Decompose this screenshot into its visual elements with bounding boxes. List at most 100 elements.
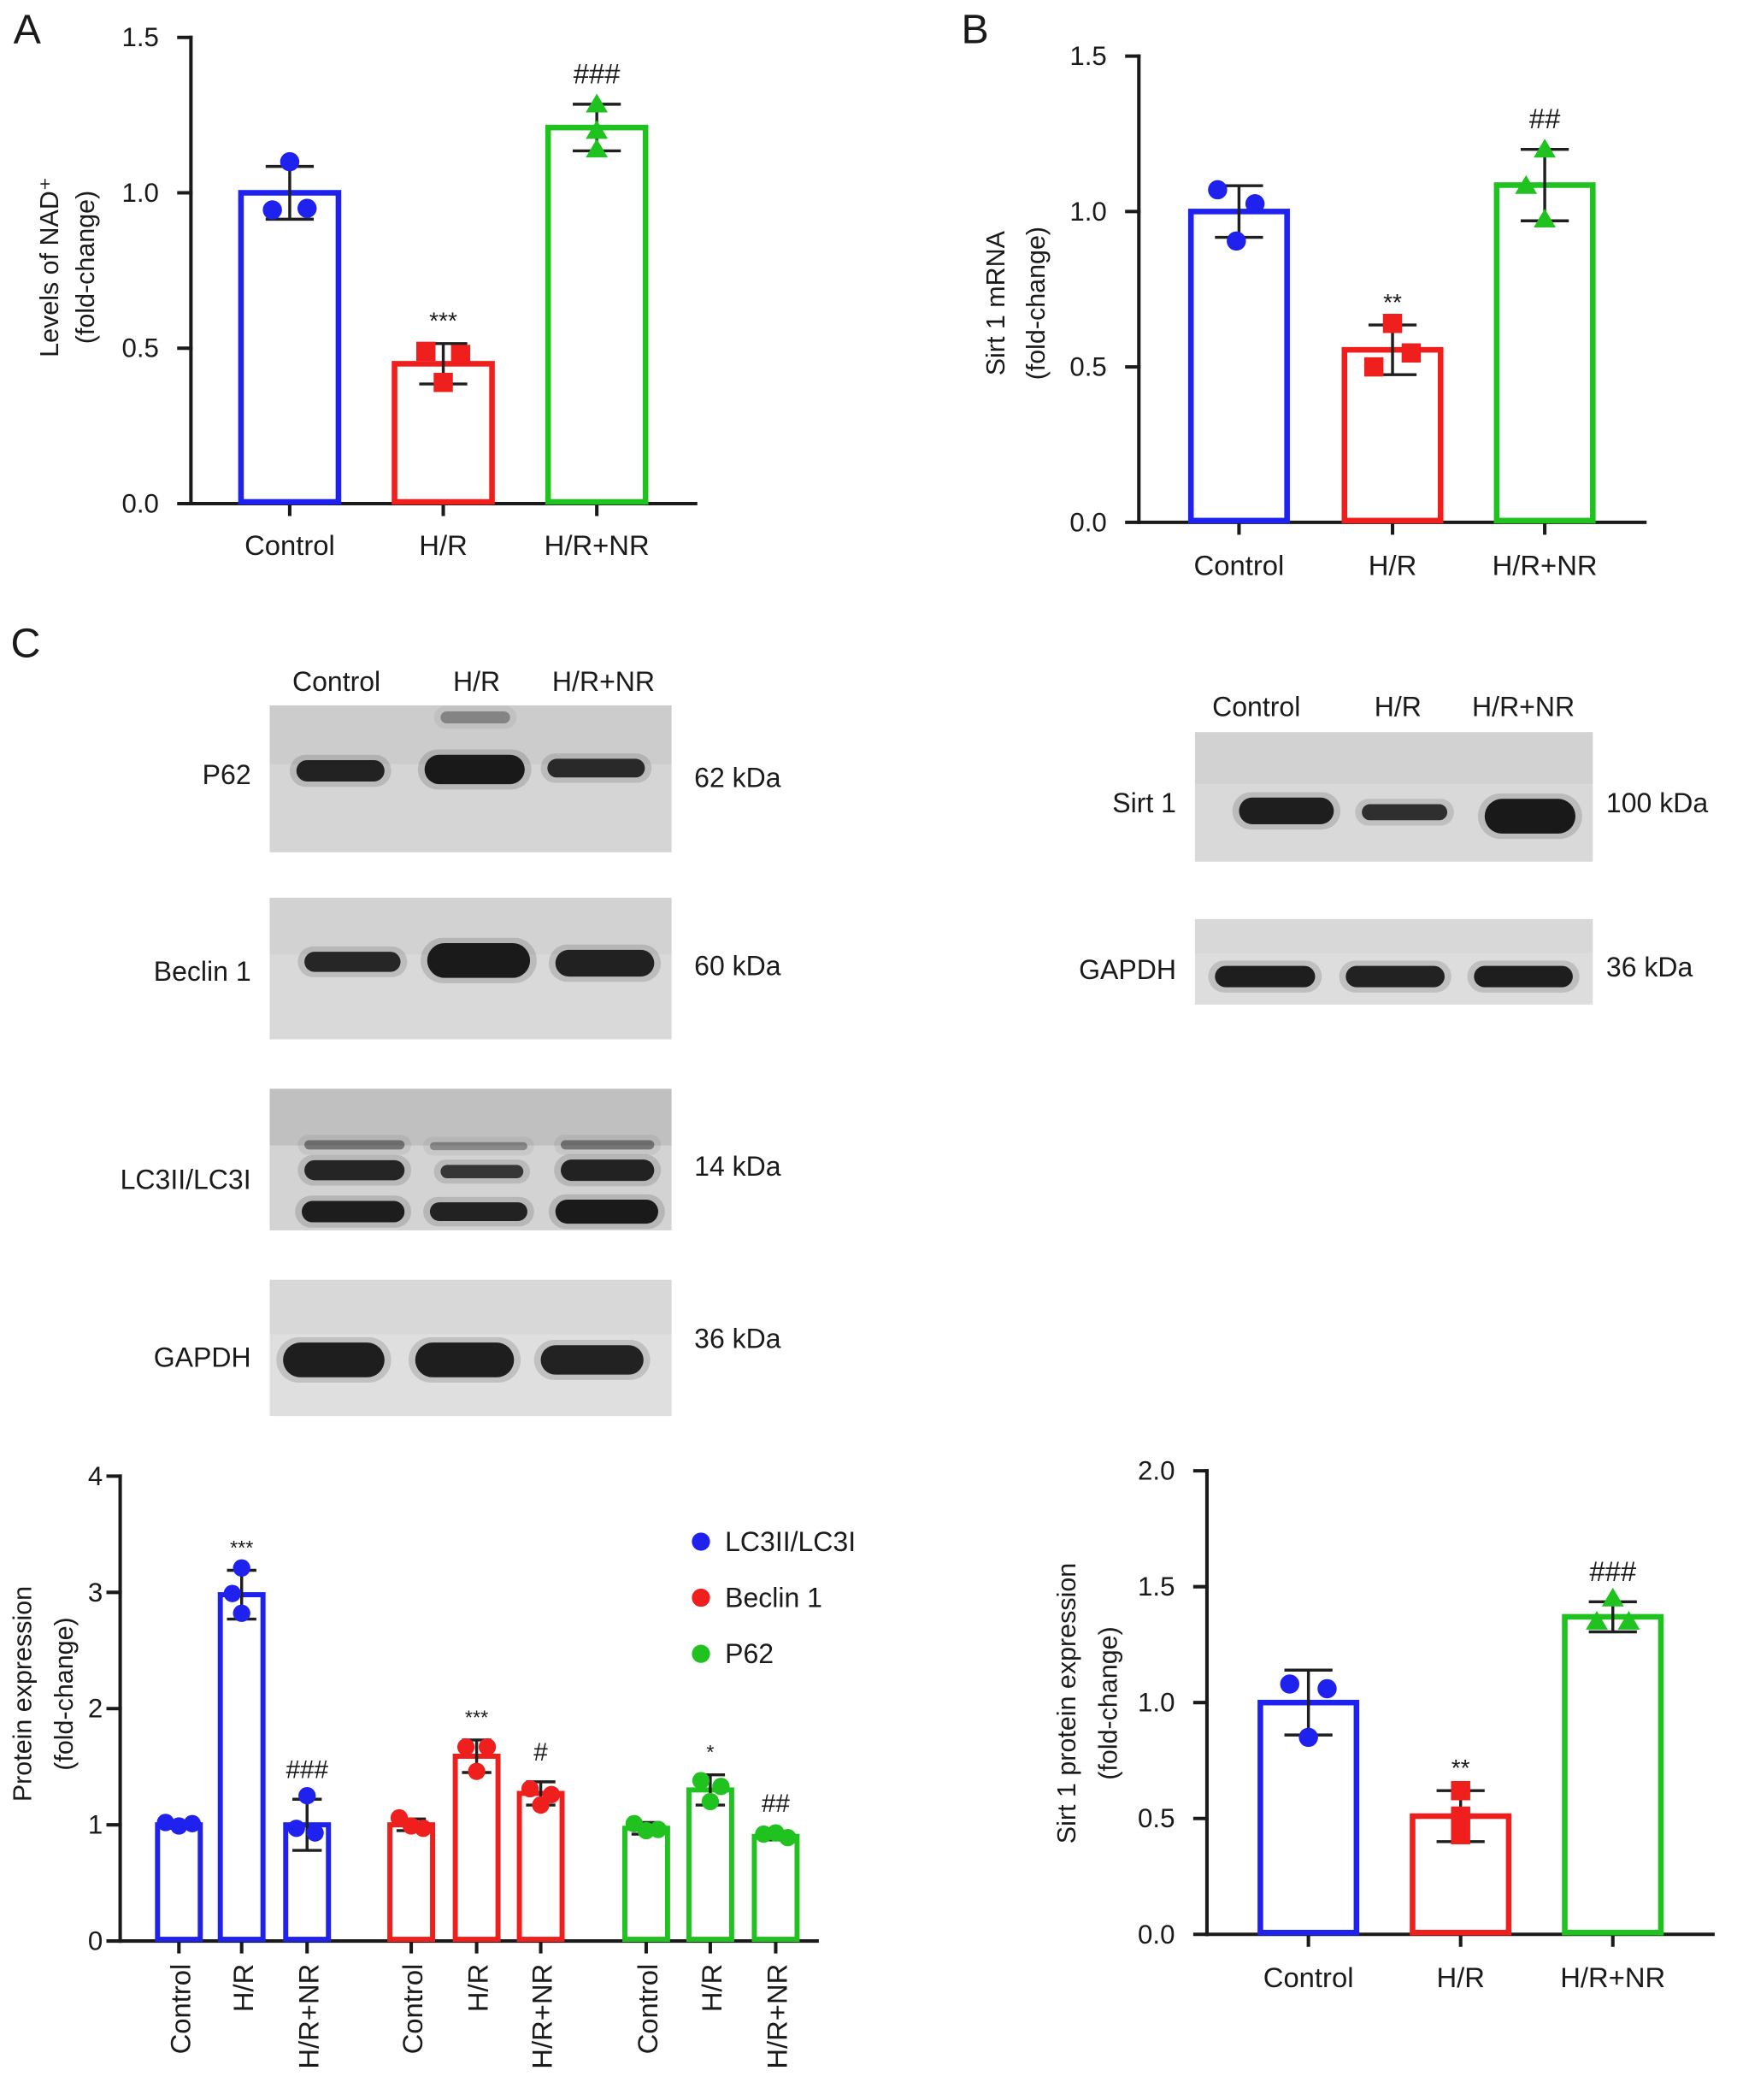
lane-label: H/R — [1375, 691, 1422, 722]
x-tick-label: H/R+NR — [292, 1964, 324, 2069]
x-tick-label: H/R+NR — [527, 1964, 558, 2069]
y-tick-label: 2.0 — [1138, 1456, 1175, 1486]
data-point-square — [450, 345, 471, 364]
blot-band — [304, 1159, 405, 1181]
y-tick-label: 0.0 — [121, 488, 158, 518]
legend-label: LC3II/LC3I — [725, 1526, 856, 1557]
data-point-square — [1363, 357, 1384, 377]
blot-membrane-shade — [269, 705, 672, 764]
panel-letter: A — [14, 6, 42, 52]
bar-h-r-nr — [1562, 1613, 1664, 1936]
lane-label: H/R+NR — [1472, 691, 1575, 722]
blot-row-label: GAPDH — [154, 1342, 251, 1372]
blot-band — [440, 1165, 524, 1178]
blot-membrane-gapdh — [1194, 918, 1593, 1005]
blot-row-label: GAPDH — [1079, 954, 1176, 985]
data-point-circle — [456, 1737, 475, 1756]
significance-label: *** — [230, 1537, 253, 1559]
y-tick-label: 1.5 — [1138, 1572, 1175, 1602]
data-point-circle — [233, 1604, 250, 1622]
x-tick-label: Control — [1263, 1961, 1354, 1993]
data-point-circle — [1317, 1678, 1337, 1699]
data-point-circle — [233, 1559, 250, 1577]
blot-band — [283, 1342, 385, 1377]
blot-band — [547, 758, 645, 778]
chart-nad-levels: A 0.0 0.5 1.0 1.5 Levels of NAD⁺ (fold-change)… — [14, 6, 698, 561]
blot-band — [304, 952, 401, 972]
y-tick-label: 1.0 — [1069, 197, 1106, 227]
molecular-weight-label: 60 kDa — [694, 951, 781, 982]
data-point-circle — [306, 1824, 324, 1842]
y-axis-title: Sirt 1 mRNA — [981, 230, 1010, 375]
lane-label: H/R — [453, 666, 500, 697]
blot-membrane-shade — [269, 1088, 672, 1146]
legend-marker — [692, 1588, 710, 1607]
significance-label: *** — [465, 1706, 488, 1728]
y-tick-label: 2 — [88, 1694, 103, 1724]
y-tick-label: 4 — [88, 1461, 103, 1491]
data-point-triangle — [1617, 1610, 1640, 1630]
significance-label: ### — [574, 57, 621, 89]
blot-band — [560, 1159, 655, 1182]
data-point-circle — [468, 1762, 486, 1780]
data-point-square — [1451, 1780, 1470, 1801]
bar-h-r-nr — [1493, 182, 1596, 524]
data-point-circle — [262, 200, 282, 220]
y-axis-title: (fold-change) — [1022, 227, 1051, 380]
blot-band — [1362, 804, 1448, 821]
x-tick-label: H/R+NR — [762, 1964, 793, 2069]
data-point-square — [433, 372, 453, 392]
panel-letter: B — [962, 6, 989, 52]
bar-beclin-1-h-r-nr — [516, 1790, 565, 1943]
data-point-circle — [478, 1737, 497, 1756]
legend-label: Beclin 1 — [725, 1583, 822, 1613]
lane-label: Control — [1212, 691, 1300, 722]
significance-label: ** — [1451, 1755, 1470, 1781]
y-tick-label: 1.0 — [121, 178, 158, 208]
legend-marker — [692, 1532, 710, 1551]
lane-label: Control — [292, 666, 380, 697]
western-blot-left: Control H/R H/R+NR P62 62 kDa Beclin 1 60 kDa L… — [121, 666, 781, 1417]
blot-band — [1239, 797, 1334, 824]
x-tick-label: H/R — [1369, 549, 1416, 581]
y-tick-label: 1.5 — [1069, 41, 1106, 71]
y-tick-label: 1.0 — [1138, 1688, 1175, 1718]
blot-band-halo — [554, 1135, 662, 1155]
data-point-circle — [223, 1584, 241, 1602]
blot-band-halo — [423, 1136, 534, 1156]
data-point-triangle — [586, 120, 609, 139]
data-point-triangle — [1601, 1587, 1624, 1607]
data-point-triangle — [586, 93, 609, 113]
data-point-circle — [287, 1820, 305, 1838]
data-point-triangle — [586, 139, 609, 158]
data-point-circle — [712, 1778, 730, 1796]
significance-label: *** — [429, 308, 457, 334]
x-tick-label: H/R+NR — [1560, 1961, 1665, 1993]
bar-lc3ii-lc3i-control — [155, 1822, 203, 1943]
significance-label: ### — [1589, 1555, 1636, 1587]
y-tick-label: 0.5 — [121, 333, 158, 363]
data-point-circle — [170, 1817, 188, 1835]
significance-label: ** — [1383, 289, 1402, 316]
blot-row-label: LC3II/LC3I — [121, 1165, 251, 1195]
molecular-weight-label: 62 kDa — [694, 762, 781, 793]
x-tick-label: H/R — [227, 1964, 259, 2012]
data-point-circle — [297, 198, 317, 218]
data-point-triangle — [1586, 1610, 1608, 1630]
blot-band — [427, 943, 531, 978]
blot-band — [1215, 965, 1316, 988]
data-point-circle — [649, 1820, 668, 1838]
data-point-circle — [298, 1787, 316, 1805]
x-tick-label: Control — [244, 529, 335, 561]
x-tick-label: H/R — [1436, 1961, 1484, 1993]
blot-band — [555, 949, 655, 977]
bar-h-r-nr — [545, 124, 649, 505]
blot-band-halo — [297, 1135, 412, 1155]
blot-band — [296, 759, 385, 782]
data-point-square — [415, 341, 436, 362]
y-axis-title: Levels of NAD⁺ — [35, 177, 64, 357]
y-tick-label: 0.0 — [1138, 1920, 1175, 1950]
bar-control — [238, 190, 342, 505]
data-point-circle — [1298, 1727, 1318, 1748]
